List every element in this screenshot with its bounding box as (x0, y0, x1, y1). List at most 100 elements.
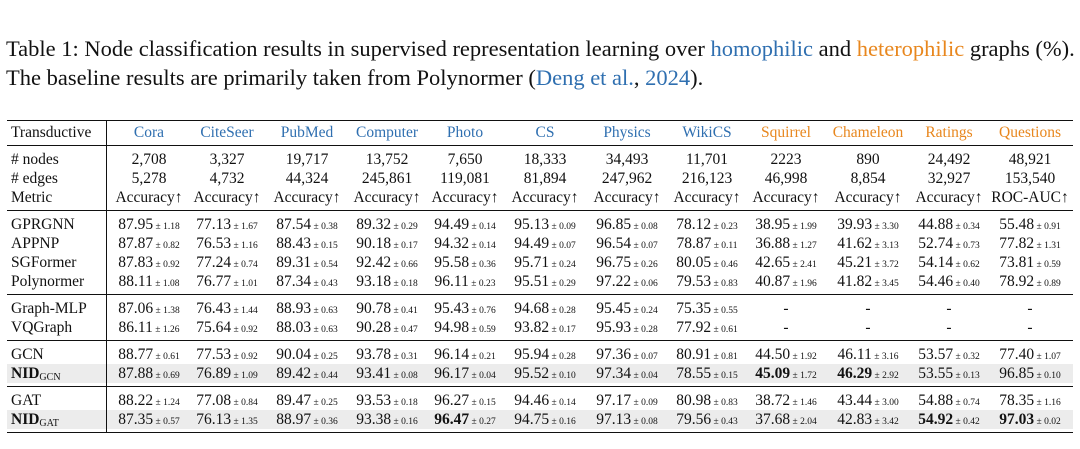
result-mean: 87.87 (118, 235, 154, 252)
result-cell: 55.48 ± 0.91 (988, 215, 1072, 234)
result-cell: 95.13 ± 0.09 (503, 215, 587, 234)
result-mean: 96.14 (434, 346, 470, 363)
result-cell: 95.94 ± 0.28 (503, 345, 587, 364)
column-header-wikics: WikiCS (682, 124, 732, 141)
result-std: ± 0.16 (549, 417, 576, 427)
result-mean: 41.82 (837, 273, 873, 290)
result-std: ± 0.06 (631, 279, 658, 289)
result-std: ± 0.54 (311, 260, 338, 270)
result-mean: 77.40 (999, 346, 1035, 363)
result-cell: - (988, 299, 1072, 318)
result-cell: 96.14 ± 0.21 (423, 345, 507, 364)
result-std: ± 0.57 (153, 417, 180, 427)
result-std: ± 3.00 (872, 398, 899, 408)
column-header-questions: Questions (999, 124, 1061, 141)
result-std: ± 0.24 (549, 260, 576, 270)
stats-value: 3,327 (209, 151, 245, 168)
result-cell: 42.83 ± 3.42 (826, 410, 910, 429)
result-cell: 75.64 ± 0.92 (185, 318, 269, 337)
citation-year-link[interactable]: 2024 (645, 65, 691, 90)
result-cell: 38.95 ± 1.99 (744, 215, 828, 234)
result-mean: 53.57 (918, 346, 954, 363)
result-cell: 88.97 ± 0.36 (265, 410, 349, 429)
model-name-main: NID (11, 411, 40, 428)
result-std: ± 0.44 (311, 371, 338, 381)
result-mean: 95.71 (514, 254, 550, 271)
result-mean: 39.93 (837, 216, 873, 233)
result-std: ± 0.36 (469, 260, 496, 270)
result-std: ± 1.44 (231, 306, 258, 316)
result-std: ± 0.61 (153, 352, 180, 362)
stats-value: 7,650 (447, 151, 483, 168)
result-std: ± 1.26 (152, 325, 180, 335)
result-cell: 93.41 ± 0.08 (345, 364, 429, 383)
result-std: ± 0.07 (549, 241, 576, 251)
result-std: ± 0.76 (469, 306, 496, 316)
result-mean: 77.08 (196, 392, 232, 409)
result-mean: 76.13 (196, 411, 232, 428)
caption-end: ). (690, 65, 704, 90)
stats-value: 5,278 (131, 170, 167, 187)
result-cell: - (744, 299, 828, 318)
result-cell: 94.49 ± 0.14 (423, 215, 507, 234)
result-cell: 93.38 ± 0.16 (345, 410, 429, 429)
result-cell: 43.44 ± 3.00 (826, 391, 910, 410)
result-std: ± 0.09 (631, 398, 658, 408)
model-name: GCN (11, 346, 44, 363)
result-mean: 95.51 (514, 273, 550, 290)
result-cell: - (907, 299, 991, 318)
result-mean: 76.53 (196, 235, 232, 252)
stats-value: ROC-AUC↑ (991, 189, 1069, 206)
result-mean: 54.88 (918, 392, 954, 409)
table-header-row: Transductive Cora CiteSeer PubMed Computer Ph… (7, 123, 1073, 142)
result-mean: 90.04 (276, 346, 312, 363)
result-std: ± 0.15 (711, 371, 738, 381)
result-cell: 80.05 ± 0.46 (665, 253, 749, 272)
result-mean: 96.54 (596, 235, 632, 252)
stats-value: 119,081 (440, 170, 490, 187)
result-std: ± 0.27 (469, 417, 496, 427)
result-std: ± 0.07 (631, 241, 658, 251)
result-mean: 93.78 (356, 346, 392, 363)
stats-value: 34,493 (605, 151, 649, 168)
result-mean: - (1027, 319, 1033, 336)
result-std: ± 0.92 (153, 260, 180, 270)
result-cell: 77.82 ± 1.31 (988, 234, 1072, 253)
result-mean: - (865, 319, 871, 336)
model-name-subscript: GCN (39, 372, 61, 383)
model-name: Polynormer (11, 273, 85, 290)
result-mean: 88.77 (118, 346, 154, 363)
result-mean: 77.53 (196, 346, 232, 363)
table-row: APPNP 87.87 ± 0.82 76.53 ± 1.16 88.43 ± 0.1… (7, 234, 1073, 253)
result-cell: 88.22 ± 1.24 (107, 391, 191, 410)
result-cell: 95.71 ± 0.24 (503, 253, 587, 272)
table-bottom-rule (7, 432, 1073, 433)
result-cell: 52.74 ± 0.73 (907, 234, 991, 253)
result-mean: 38.95 (755, 216, 791, 233)
result-mean: 97.34 (596, 365, 632, 382)
result-cell: 90.04 ± 0.25 (265, 345, 349, 364)
result-mean: 73.81 (999, 254, 1035, 271)
result-std: ± 1.24 (153, 398, 180, 408)
result-cell: 96.75 ± 0.26 (585, 253, 669, 272)
result-mean: 37.68 (755, 411, 791, 428)
result-mean: 93.53 (356, 392, 392, 409)
result-cell: 41.62 ± 3.13 (826, 234, 910, 253)
result-cell: 54.46 ± 0.40 (907, 272, 991, 291)
result-cell: 87.88 ± 0.69 (107, 364, 191, 383)
result-std: ± 0.17 (549, 325, 576, 335)
result-cell: 87.35 ± 0.57 (107, 410, 191, 429)
stats-value: Accuracy↑ (834, 189, 902, 206)
result-cell: 88.43 ± 0.15 (265, 234, 349, 253)
result-cell: 93.18 ± 0.18 (345, 272, 429, 291)
citation-author-link[interactable]: Deng et al. (535, 65, 634, 90)
result-std: ± 0.15 (469, 398, 496, 408)
result-std: ± 3.45 (872, 279, 899, 289)
result-mean: 87.35 (118, 411, 154, 428)
result-cell: 96.54 ± 0.07 (585, 234, 669, 253)
result-cell: 77.08 ± 0.84 (185, 391, 269, 410)
result-cell: 88.11 ± 1.08 (107, 272, 191, 291)
result-mean: - (946, 300, 952, 317)
result-cell: 97.17 ± 0.09 (585, 391, 669, 410)
column-header-physics: Physics (603, 124, 651, 141)
